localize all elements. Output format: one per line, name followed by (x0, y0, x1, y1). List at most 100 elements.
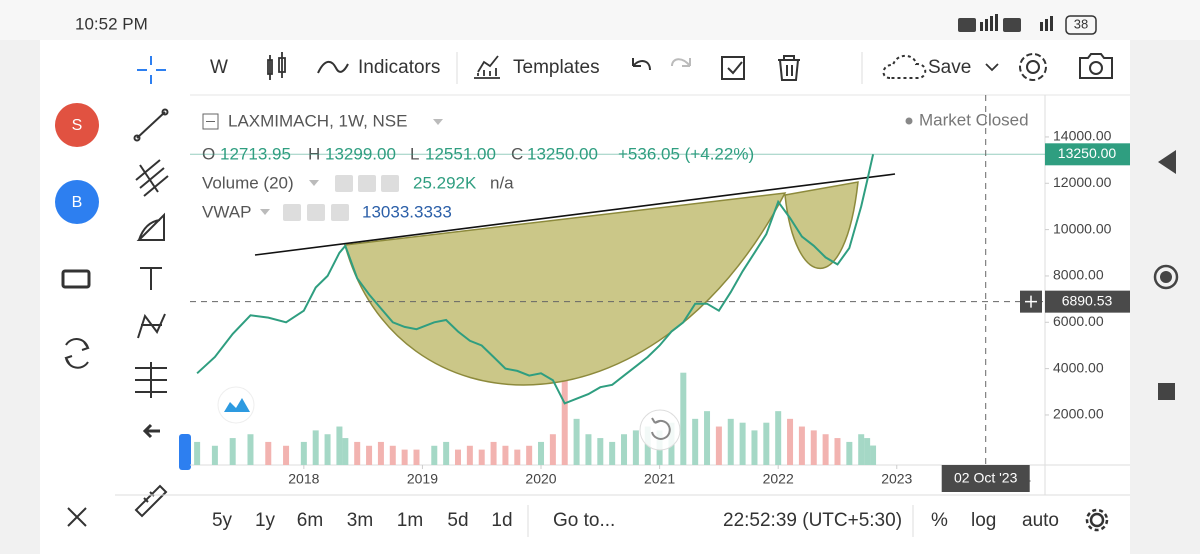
y-tick-label: 12000.00 (1053, 174, 1112, 190)
range-button[interactable]: 5y (212, 510, 233, 531)
volume-bar (834, 438, 841, 465)
volume-bar (342, 438, 349, 465)
volume-bar (775, 411, 782, 465)
volume-bar (324, 434, 331, 465)
volume-bar (739, 422, 746, 465)
volume-bar (377, 441, 384, 465)
volume-bar (751, 430, 758, 465)
status-icons (958, 14, 1097, 35)
indicator-value: 13033.3333 (362, 202, 452, 221)
market-status: Market Closed (919, 110, 1029, 129)
volume-bar (413, 449, 420, 465)
templates-button[interactable]: Templates (513, 57, 600, 78)
volume-bar (401, 449, 408, 465)
volume-bar (366, 445, 373, 465)
clock: 22:52:39 (UTC+5:30) (723, 510, 902, 531)
settings-icon[interactable] (1085, 508, 1109, 532)
y-tick-label: 6000.00 (1053, 313, 1104, 329)
crosshair-date-box (941, 465, 1030, 492)
indicator-name[interactable]: Volume (20) (202, 173, 294, 192)
x-tick-label: 2021 (644, 471, 675, 487)
indicator-name[interactable]: VWAP (202, 202, 251, 221)
indicators-button[interactable]: Indicators (358, 57, 440, 78)
range-button[interactable]: 1y (255, 510, 276, 531)
volume-bar (858, 434, 865, 465)
bottom-bar: 5y 1y 6m 3m 1m 5d 1d (212, 510, 513, 531)
goto-button[interactable]: Go to... (553, 510, 615, 531)
crosshair-price-label: 6890.53 (1062, 292, 1113, 308)
volume-bar (573, 418, 580, 465)
y-tick-label: 8000.00 (1053, 267, 1104, 283)
log-toggle[interactable]: log (971, 510, 996, 531)
indicator-controls[interactable] (260, 175, 399, 221)
volume-bar (864, 438, 871, 465)
x-tick-label: 2023 (881, 471, 912, 487)
avatar[interactable] (55, 103, 99, 147)
nav-buttons[interactable] (1153, 150, 1179, 400)
crosshair-date-label: 02 Oct '23 (954, 470, 1018, 486)
reset-icon (651, 417, 671, 440)
logo-button[interactable] (217, 386, 255, 424)
volume-bar (632, 430, 639, 465)
last-price-label: 13250.00 (1058, 145, 1117, 161)
volume-bar (798, 426, 805, 465)
volume-bar (526, 445, 533, 465)
side-icons[interactable] (61, 269, 91, 527)
logo-icon (224, 398, 250, 412)
last-price-box (1045, 143, 1130, 166)
interval-button[interactable]: W (210, 57, 228, 78)
y-tick-label: 14000.00 (1053, 128, 1112, 144)
volume-bar (822, 434, 829, 465)
indicator-value: 25.292K (413, 173, 477, 192)
volume-bar (538, 441, 545, 465)
status-bar (0, 0, 1200, 40)
volume-bar (585, 434, 592, 465)
reset-button[interactable] (639, 409, 681, 451)
price-line (196, 154, 875, 405)
x-tick-label: 2019 (407, 471, 438, 487)
range-button[interactable]: 1m (397, 510, 423, 531)
battery-level: 38 (1074, 16, 1088, 31)
collapse-legend[interactable] (202, 113, 219, 130)
crosshair-add-icon (1025, 295, 1037, 308)
range-button[interactable]: 6m (297, 510, 323, 531)
x-tick-label: 2020 (525, 471, 556, 487)
volume-bar (787, 418, 794, 465)
volume-bar (514, 449, 521, 465)
avatar-label: S (72, 117, 83, 134)
indicator-value: n/a (490, 173, 514, 192)
auto-toggle[interactable]: auto (1022, 510, 1059, 531)
volume-bar (443, 441, 450, 465)
drawing-tools[interactable] (133, 56, 169, 518)
market-dot (905, 117, 913, 125)
range-button[interactable]: 3m (347, 510, 373, 531)
volume-bar (312, 430, 319, 465)
symbol-title[interactable]: LAXMIMACH, 1W, NSE (228, 111, 407, 130)
volume-bar (229, 438, 236, 465)
left-edge (0, 0, 40, 554)
volume-bar (211, 445, 218, 465)
symbol-dropdown[interactable] (433, 119, 443, 125)
volume-bar (455, 449, 462, 465)
volume-bar (846, 441, 853, 465)
avatar[interactable] (55, 180, 99, 224)
volume-bar (194, 441, 201, 465)
range-button[interactable]: 5d (447, 510, 468, 531)
volume-bar (621, 434, 628, 465)
percent-toggle[interactable]: % (931, 510, 948, 531)
volume-bar (431, 445, 438, 465)
volume-bar (478, 449, 485, 465)
volume-bar (466, 445, 473, 465)
volume-bar (336, 426, 343, 465)
collapse-handle[interactable] (179, 434, 191, 470)
volume-bar (389, 445, 396, 465)
save-button[interactable]: Save (928, 57, 971, 78)
crosshair-price-box (1045, 290, 1130, 313)
status-time: 10:52 PM (75, 14, 148, 33)
toolbar-icons[interactable] (267, 52, 1113, 81)
range-button[interactable]: 1d (491, 510, 512, 531)
volume-bar (265, 441, 272, 465)
volume-bar (490, 441, 497, 465)
volume-bar (561, 380, 568, 465)
chart-drawings (254, 173, 896, 386)
